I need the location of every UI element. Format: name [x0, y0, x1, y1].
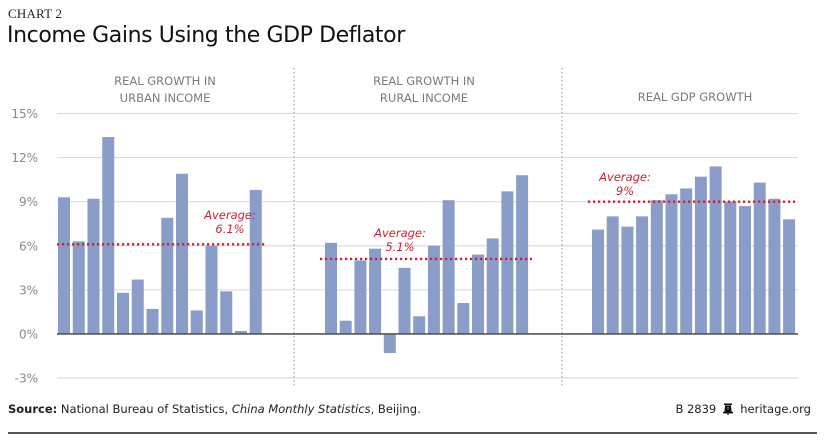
site-link[interactable]: heritage.org: [740, 402, 811, 416]
bar: [516, 175, 529, 334]
bar: [369, 248, 382, 334]
bar: [724, 201, 737, 334]
bar: [501, 191, 514, 334]
chart-number-label: CHART 2: [8, 6, 63, 21]
bar: [58, 197, 70, 334]
bar: [442, 200, 455, 334]
bar: [325, 242, 337, 334]
bar: [87, 198, 100, 334]
source-text: National Bureau of Statistics,: [57, 402, 232, 416]
average-label: Average:: [373, 226, 426, 240]
panel-title: REAL GDP GROWTH: [638, 90, 753, 104]
y-tick-label: -3%: [15, 372, 38, 386]
bar: [472, 254, 484, 334]
bar: [457, 303, 470, 334]
panel-title: REAL GROWTH IN: [114, 74, 216, 88]
bar: [205, 245, 218, 334]
average-label: 9%: [616, 184, 634, 198]
source-label: Source:: [8, 402, 58, 416]
bar: [146, 308, 159, 334]
bar: [709, 166, 722, 334]
bar: [621, 226, 634, 334]
bar: [413, 316, 426, 334]
average-label: 5.1%: [385, 240, 414, 254]
bar: [398, 267, 411, 334]
panel-title: RURAL INCOME: [380, 91, 468, 105]
y-tick-label: 12%: [11, 151, 38, 165]
average-label: Average:: [598, 170, 651, 184]
bar: [176, 173, 188, 334]
bar: [783, 219, 796, 334]
bar: [665, 194, 678, 334]
source-note: Source: National Bureau of Statistics, C…: [8, 402, 421, 416]
panel-title: URBAN INCOME: [120, 91, 211, 105]
panel-title: REAL GROWTH IN: [373, 74, 475, 88]
bar: [739, 206, 751, 334]
bar: [694, 176, 707, 334]
chart-title: Income Gains Using the GDP Deflator: [7, 23, 405, 48]
source-publication: China Monthly Statistics: [231, 402, 371, 416]
bar: [636, 216, 649, 334]
bar: [427, 245, 440, 334]
bar: [606, 216, 619, 334]
bar: [753, 182, 766, 334]
bar: [190, 310, 203, 334]
bar: [117, 292, 129, 334]
bar-chart: 15% 12% 9% 6% 3% 0% -3% REAL GROWTH IN URBAN INC…: [11, 68, 798, 386]
bar: [220, 291, 233, 334]
bar: [102, 137, 115, 334]
bar: [486, 238, 499, 334]
liberty-bell-icon: [723, 403, 734, 415]
bar: [161, 217, 174, 334]
y-tick-label: 15%: [11, 107, 38, 121]
y-tick-label: 6%: [19, 239, 38, 253]
bar: [72, 241, 85, 334]
bar: [383, 333, 396, 354]
average-label: 6.1%: [215, 222, 244, 236]
footer-rule: [8, 432, 817, 434]
source-text-end: , Beijing.: [370, 402, 421, 416]
credit: B 2839 heritage.org: [675, 402, 811, 416]
y-tick-label: 0%: [19, 327, 38, 341]
bar: [768, 198, 781, 334]
y-tick-label: 3%: [19, 283, 38, 297]
y-tick-label: 9%: [19, 195, 38, 209]
bar: [680, 188, 693, 334]
report-id: B 2839: [675, 402, 717, 416]
bar: [650, 200, 663, 334]
bar: [592, 229, 604, 334]
bar: [235, 330, 247, 334]
bar: [249, 189, 262, 334]
average-label: Average:: [203, 208, 256, 222]
bar: [354, 260, 367, 334]
bar: [131, 279, 144, 334]
bar: [339, 320, 352, 334]
